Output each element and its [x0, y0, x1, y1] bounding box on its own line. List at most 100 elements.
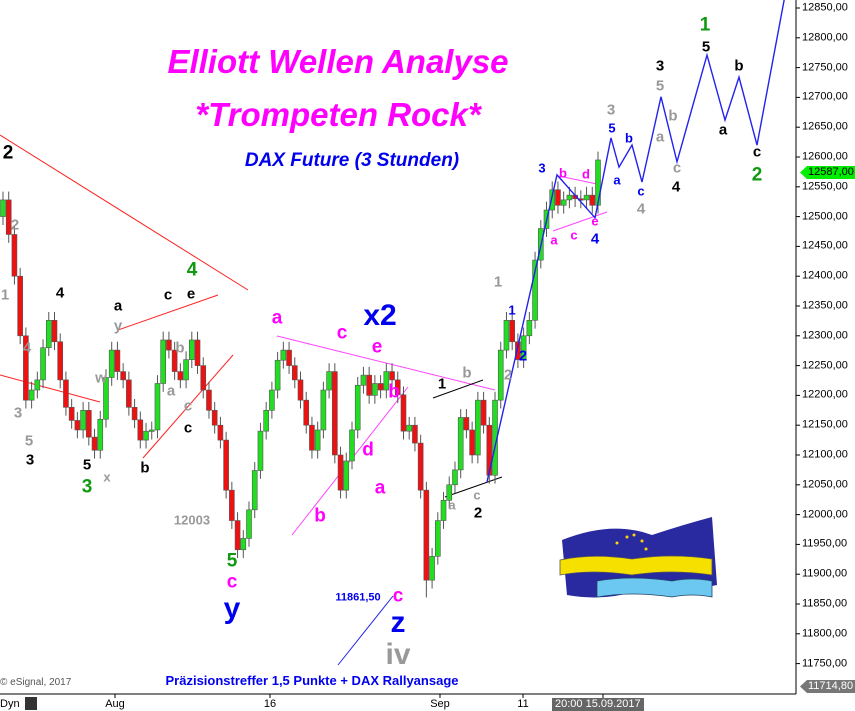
- wave-label: a: [613, 172, 621, 188]
- candle: [366, 374, 372, 396]
- candle: [314, 429, 321, 451]
- trendline: [444, 476, 503, 498]
- candle: [263, 409, 269, 432]
- wave-label: a: [448, 497, 456, 513]
- candle: [303, 399, 310, 426]
- y-tick-label: 12700,00: [802, 90, 848, 103]
- candle: [160, 339, 166, 384]
- wave-label: c: [183, 419, 193, 437]
- candle: [131, 407, 138, 421]
- wave-label: b: [625, 130, 633, 146]
- wave-label: 3: [655, 57, 665, 75]
- wave-label: z: [390, 606, 406, 639]
- candle: [28, 389, 35, 401]
- wave-label: a: [271, 307, 283, 329]
- wave-label: 5: [608, 120, 616, 136]
- candle: [417, 442, 424, 491]
- candle: [120, 371, 126, 381]
- wave-label: y: [113, 317, 123, 335]
- fib-icon[interactable]: [25, 697, 37, 710]
- wave-label: 5: [24, 432, 34, 450]
- y-tick-label: 12400,00: [802, 269, 848, 282]
- x-tick-label: Aug: [105, 698, 125, 710]
- candle: [74, 420, 81, 431]
- candle: [229, 489, 235, 521]
- wave-label: a: [718, 121, 728, 139]
- candle: [354, 384, 361, 431]
- wave-label: 2: [2, 142, 14, 164]
- wave-label: iv: [385, 638, 411, 671]
- wave-label: c: [637, 183, 645, 199]
- candle: [17, 275, 23, 337]
- x-tick-marks: [114, 694, 604, 698]
- candle: [269, 389, 275, 411]
- candle: [148, 429, 155, 432]
- y-tick-label: 11850,00: [802, 597, 848, 610]
- price-annotation-12003: 12003: [173, 512, 211, 528]
- candle: [166, 339, 172, 351]
- wave-label: 4: [671, 178, 681, 196]
- candle: [452, 469, 458, 486]
- candle: [280, 349, 287, 361]
- wave-label: a: [550, 232, 558, 248]
- dyn-label[interactable]: Dyn: [0, 698, 20, 710]
- candle: [11, 234, 18, 277]
- candle: [34, 379, 41, 391]
- trendline: [117, 294, 219, 331]
- candle: [97, 418, 104, 451]
- candle: [57, 341, 64, 381]
- wave-label: 4: [22, 339, 32, 357]
- y-tick-label: 12550,00: [802, 180, 848, 193]
- annotation-arrow: [337, 595, 394, 666]
- candle: [589, 194, 596, 206]
- wave-label: 2: [751, 164, 763, 186]
- y-tick-label: 12500,00: [802, 210, 848, 223]
- wave-label: a: [166, 382, 176, 400]
- wave-label: 1: [0, 286, 10, 304]
- wave-label: 3: [606, 101, 616, 119]
- wave-label: 3: [25, 451, 35, 469]
- candle: [372, 383, 378, 396]
- candle: [286, 349, 292, 366]
- wave-label: c: [336, 322, 348, 344]
- candle: [377, 383, 384, 391]
- candle: [137, 419, 144, 441]
- candle: [515, 341, 521, 360]
- wave-label: e: [371, 336, 383, 358]
- x-tick-label: 16: [263, 698, 277, 710]
- y-tick-label: 12600,00: [802, 150, 848, 163]
- candle: [183, 359, 189, 381]
- candle: [435, 520, 441, 557]
- wave-label: b: [734, 57, 744, 75]
- candle: [211, 409, 218, 426]
- wave-label: 5: [655, 77, 665, 95]
- y-tick-marks: [796, 7, 800, 665]
- wave-label: 4: [636, 200, 646, 218]
- wave-label: 4: [590, 230, 600, 248]
- wave-label: a: [113, 297, 123, 315]
- trendline: [432, 379, 484, 399]
- candle: [497, 349, 504, 401]
- candle: [337, 454, 344, 491]
- candle: [297, 379, 304, 401]
- candles: [0, 151, 601, 598]
- trendline: [276, 335, 496, 391]
- candle: [309, 424, 315, 451]
- candle: [360, 374, 367, 386]
- candle: [509, 320, 515, 343]
- candle: [257, 430, 264, 471]
- wave-label: 1: [508, 302, 516, 318]
- candle: [40, 347, 46, 381]
- y-tick-label: 12150,00: [802, 418, 848, 431]
- y-tick-label: 12000,00: [802, 508, 848, 521]
- wave-label: y: [223, 592, 241, 625]
- candle: [108, 349, 115, 378]
- y-tick-label: 12650,00: [802, 120, 848, 133]
- candle: [217, 424, 224, 441]
- wave-label: c: [183, 397, 193, 415]
- candle: [549, 189, 556, 211]
- candle: [45, 320, 52, 349]
- candle: [126, 379, 132, 408]
- candle: [5, 199, 12, 235]
